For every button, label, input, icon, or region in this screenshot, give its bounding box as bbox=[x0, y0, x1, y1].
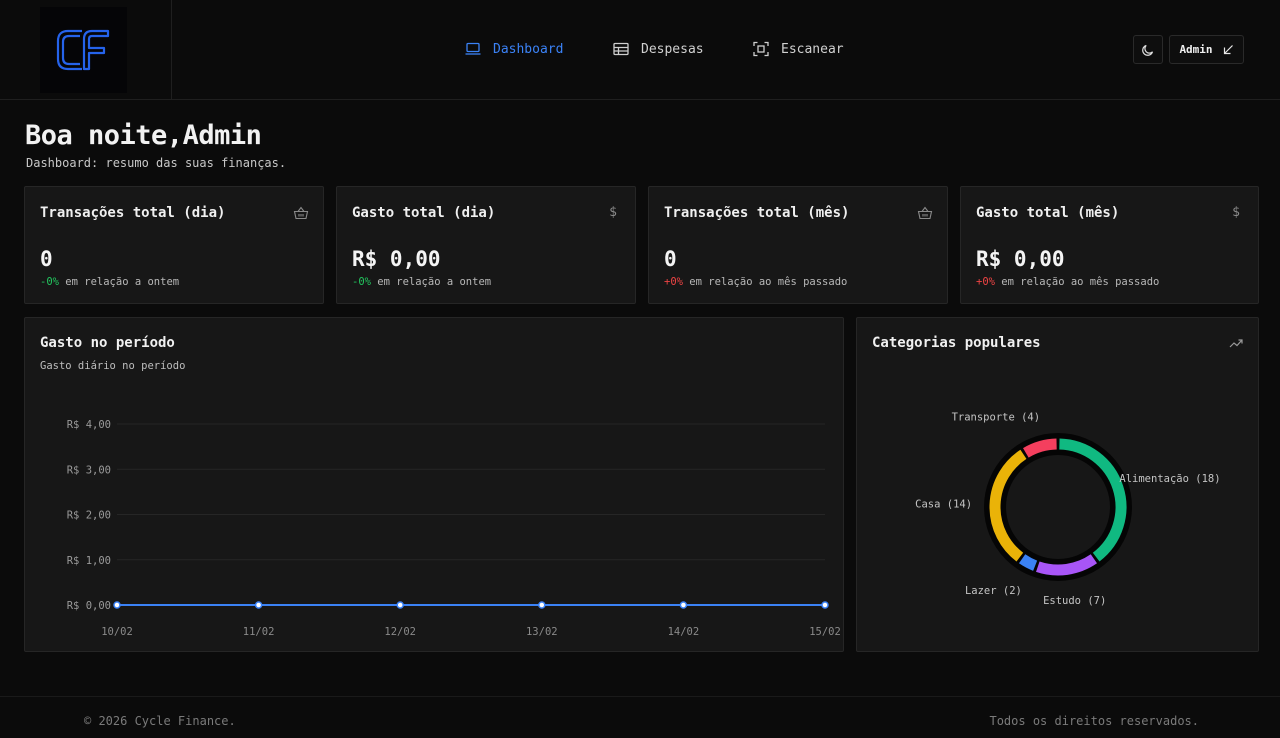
brand-logo[interactable] bbox=[40, 7, 127, 93]
user-label: Admin bbox=[1179, 43, 1213, 56]
x-tick-label: 11/02 bbox=[243, 626, 275, 638]
stat-title: Transações total (dia) bbox=[40, 205, 226, 221]
stat-comparison-text: em relação a ontem bbox=[377, 276, 492, 288]
nav-dashboard-label: Dashboard bbox=[493, 41, 564, 57]
page-title: Boa noite,Admin bbox=[25, 120, 262, 151]
slice-label: Casa (14) bbox=[915, 499, 972, 511]
y-tick-label: R$ 2,00 bbox=[67, 510, 111, 522]
categories-title: Categorias populares bbox=[872, 335, 1041, 351]
table-icon bbox=[612, 40, 630, 58]
y-tick-label: R$ 0,00 bbox=[67, 600, 111, 612]
stat-value: 0 bbox=[664, 247, 677, 271]
x-tick-label: 10/02 bbox=[101, 626, 133, 638]
stat-comparison-text: em relação ao mês passado bbox=[689, 276, 848, 288]
x-tick-label: 14/02 bbox=[668, 626, 700, 638]
donut-slice[interactable] bbox=[1023, 438, 1057, 458]
top-header: Dashboard Despesas Escanear Admin bbox=[0, 0, 1280, 100]
greeting-prefix: Boa noite, bbox=[25, 120, 183, 151]
x-tick-label: 15/02 bbox=[809, 626, 841, 638]
stat-card-spend-month: Gasto total (mês) $ R$ 0,00 +0% em relaç… bbox=[960, 186, 1259, 304]
data-point[interactable] bbox=[821, 601, 829, 609]
footer-rights: Todos os direitos reservados. bbox=[989, 714, 1199, 728]
slice-label: Alimentação (18) bbox=[1119, 473, 1220, 485]
stat-change: -0% bbox=[40, 276, 59, 288]
stat-card-transactions-day: Transações total (dia) 0 -0% em relação … bbox=[24, 186, 324, 304]
stat-value: R$ 0,00 bbox=[976, 247, 1065, 271]
slice-label: Estudo (7) bbox=[1043, 595, 1106, 607]
dollar-icon: $ bbox=[1232, 205, 1240, 220]
stat-change: -0% bbox=[352, 276, 371, 288]
stat-change: +0% bbox=[976, 276, 995, 288]
donut-slice[interactable] bbox=[1036, 554, 1098, 576]
user-menu-button[interactable]: Admin bbox=[1169, 35, 1244, 64]
nav-escanear[interactable]: Escanear bbox=[752, 38, 844, 60]
footer-copyright: © 2026 Cycle Finance. bbox=[84, 714, 236, 728]
stat-card-transactions-month: Transações total (mês) 0 +0% em relação … bbox=[648, 186, 948, 304]
scan-icon bbox=[752, 40, 770, 58]
footer: © 2026 Cycle Finance. Todos os direitos … bbox=[0, 696, 1280, 738]
arrow-down-left-icon bbox=[1223, 45, 1233, 55]
stat-comparison-text: em relação ao mês passado bbox=[1001, 276, 1160, 288]
data-point[interactable] bbox=[396, 601, 404, 609]
dollar-icon: $ bbox=[609, 205, 617, 220]
stat-comparison: +0% em relação ao mês passado bbox=[664, 276, 847, 288]
stat-title: Gasto total (mês) bbox=[976, 205, 1120, 221]
line-chart: R$ 0,00 R$ 1,00 R$ 2,00 R$ 3,00 R$ 4,00 10/02… bbox=[67, 419, 841, 638]
main-nav: Dashboard Despesas Escanear bbox=[0, 38, 1280, 60]
spend-chart-title: Gasto no período bbox=[40, 335, 175, 351]
donut-chart: Alimentação (18) Estudo (7) Lazer (2) Casa … bbox=[915, 412, 1220, 607]
spend-chart-subtitle: Gasto diário no período bbox=[40, 360, 186, 372]
stat-comparison: -0% em relação a ontem bbox=[40, 276, 179, 288]
x-tick-label: 13/02 bbox=[526, 626, 558, 638]
basket-icon bbox=[917, 205, 933, 221]
stat-comparison-text: em relação a ontem bbox=[65, 276, 180, 288]
spend-chart-card: Gasto no período Gasto diário no período… bbox=[24, 317, 844, 652]
laptop-icon bbox=[464, 40, 482, 58]
nav-despesas-label: Despesas bbox=[641, 41, 704, 57]
stat-comparison: +0% em relação ao mês passado bbox=[976, 276, 1159, 288]
stat-card-spend-day: Gasto total (dia) $ R$ 0,00 -0% em relaç… bbox=[336, 186, 636, 304]
nav-escanear-label: Escanear bbox=[781, 41, 844, 57]
data-point[interactable] bbox=[113, 601, 121, 609]
y-tick-label: R$ 1,00 bbox=[67, 555, 111, 567]
basket-icon bbox=[293, 205, 309, 221]
stat-value: R$ 0,00 bbox=[352, 247, 441, 271]
stat-title: Transações total (mês) bbox=[664, 205, 850, 221]
stat-change: +0% bbox=[664, 276, 683, 288]
data-point[interactable] bbox=[538, 601, 546, 609]
y-tick-label: R$ 3,00 bbox=[67, 464, 111, 476]
stat-value: 0 bbox=[40, 247, 53, 271]
moon-icon bbox=[1142, 44, 1154, 56]
nav-dashboard[interactable]: Dashboard bbox=[464, 38, 563, 60]
slice-label: Transporte (4) bbox=[952, 412, 1041, 424]
donut-slice[interactable] bbox=[1018, 554, 1038, 571]
stat-comparison: -0% em relação a ontem bbox=[352, 276, 491, 288]
data-point[interactable] bbox=[254, 601, 263, 609]
stat-title: Gasto total (dia) bbox=[352, 205, 496, 221]
slice-label: Lazer (2) bbox=[965, 585, 1022, 597]
data-point[interactable] bbox=[679, 601, 688, 609]
donut-slice[interactable] bbox=[989, 449, 1027, 562]
categories-card: Categorias populares Alimentação (18) Est… bbox=[856, 317, 1259, 652]
page-subtitle: Dashboard: resumo das suas finanças. bbox=[26, 156, 287, 170]
theme-toggle-button[interactable] bbox=[1133, 35, 1163, 64]
greeting-name: Admin bbox=[182, 120, 262, 151]
x-tick-label: 12/02 bbox=[384, 626, 416, 638]
nav-despesas[interactable]: Despesas bbox=[612, 38, 704, 60]
donut-slice[interactable] bbox=[1059, 438, 1127, 562]
y-tick-label: R$ 4,00 bbox=[67, 419, 111, 431]
cf-logo-icon bbox=[56, 29, 110, 71]
logo-area bbox=[0, 0, 172, 100]
trending-up-icon bbox=[1229, 335, 1243, 354]
